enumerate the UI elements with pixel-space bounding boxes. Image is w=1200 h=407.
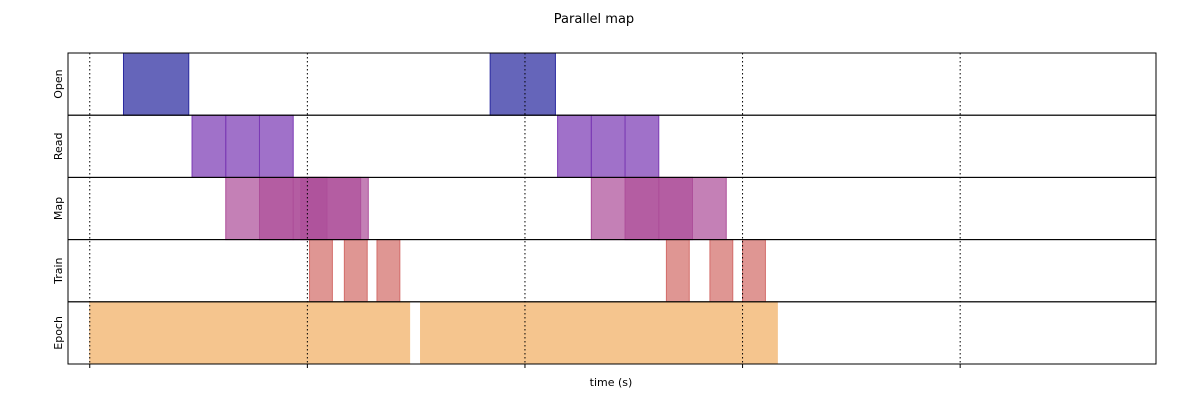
bar-open-1 [489, 52, 556, 116]
row-label-open: Open [52, 69, 65, 98]
row-frame-train [67, 239, 1157, 303]
row-frame-open [67, 52, 1157, 116]
plot-area: Open Read Map Train Epoch [52, 52, 1157, 368]
bar-epoch-1 [420, 301, 778, 365]
bar-open-0 [122, 52, 190, 116]
bar-map-6 [658, 176, 727, 241]
x-axis-label: time (s) [590, 376, 633, 389]
bar-read-3 [557, 114, 592, 178]
bar-train-4 [709, 239, 734, 303]
bar-epoch-0 [89, 301, 411, 365]
row-frame-epoch [67, 301, 1157, 365]
row-label-epoch: Epoch [52, 316, 65, 350]
bar-read-2 [258, 114, 294, 178]
bar-train-2 [376, 239, 401, 303]
bar-read-5 [624, 114, 660, 178]
chart-title: Parallel map [554, 12, 634, 27]
bar-read-1 [225, 114, 260, 178]
bar-read-4 [590, 114, 626, 178]
row-label-read: Read [52, 132, 65, 160]
bar-train-0 [309, 239, 333, 303]
bar-train-3 [665, 239, 690, 303]
row-label-train: Train [52, 257, 65, 284]
bar-train-1 [343, 239, 368, 303]
bar-read-0 [191, 114, 227, 178]
row-label-map: Map [52, 197, 65, 220]
bar-train-5 [742, 239, 766, 303]
bar-map-3 [300, 176, 369, 241]
